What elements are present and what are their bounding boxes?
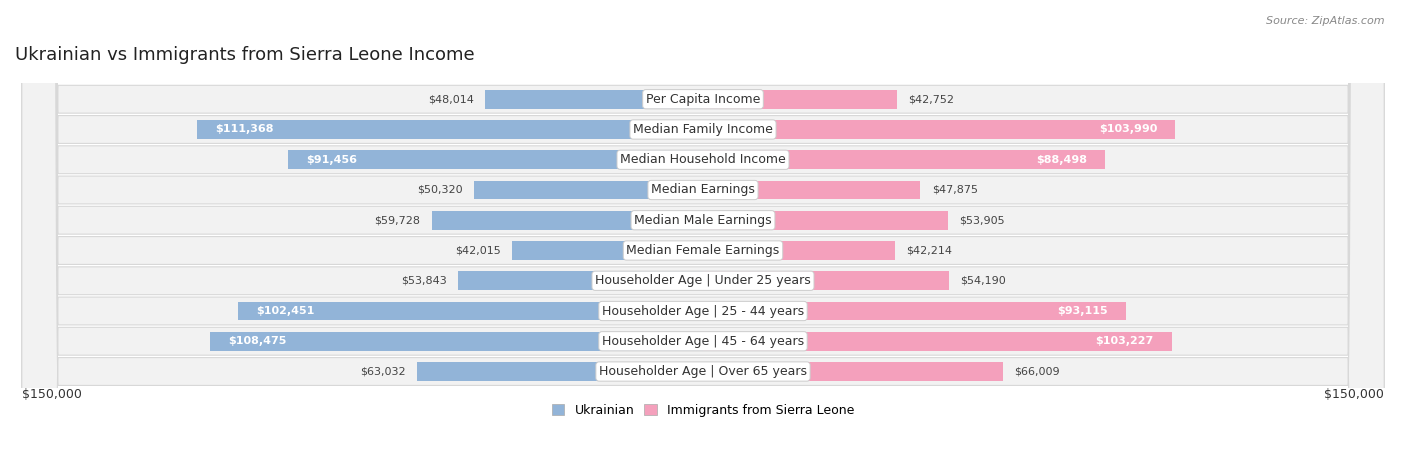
- Text: $103,227: $103,227: [1095, 336, 1153, 346]
- Bar: [703, 211, 948, 230]
- Text: Householder Age | 25 - 44 years: Householder Age | 25 - 44 years: [602, 304, 804, 318]
- Bar: [703, 302, 1126, 320]
- Text: Householder Age | Over 65 years: Householder Age | Over 65 years: [599, 365, 807, 378]
- Text: Median Household Income: Median Household Income: [620, 153, 786, 166]
- Text: $53,843: $53,843: [401, 276, 447, 286]
- FancyBboxPatch shape: [22, 0, 1384, 467]
- Bar: [416, 362, 703, 381]
- Bar: [703, 241, 894, 260]
- Text: $102,451: $102,451: [256, 306, 315, 316]
- Text: $63,032: $63,032: [360, 367, 405, 376]
- FancyBboxPatch shape: [22, 0, 1384, 467]
- Bar: [485, 90, 703, 109]
- Bar: [703, 181, 921, 199]
- Text: Median Female Earnings: Median Female Earnings: [627, 244, 779, 257]
- Bar: [703, 90, 897, 109]
- FancyBboxPatch shape: [22, 0, 1384, 467]
- Bar: [288, 150, 703, 169]
- Bar: [458, 271, 703, 290]
- Text: $42,214: $42,214: [905, 246, 952, 255]
- Bar: [703, 332, 1171, 351]
- Text: $47,875: $47,875: [932, 185, 977, 195]
- Text: Per Capita Income: Per Capita Income: [645, 93, 761, 106]
- Text: $150,000: $150,000: [22, 389, 82, 402]
- Bar: [197, 120, 703, 139]
- Text: $88,498: $88,498: [1036, 155, 1087, 165]
- FancyBboxPatch shape: [22, 0, 1384, 467]
- Bar: [703, 271, 949, 290]
- Text: $42,015: $42,015: [456, 246, 501, 255]
- FancyBboxPatch shape: [22, 0, 1384, 467]
- Bar: [703, 362, 1002, 381]
- Text: Median Family Income: Median Family Income: [633, 123, 773, 136]
- Text: $54,190: $54,190: [960, 276, 1007, 286]
- Text: $103,990: $103,990: [1098, 125, 1157, 134]
- Text: $53,905: $53,905: [959, 215, 1005, 225]
- Legend: Ukrainian, Immigrants from Sierra Leone: Ukrainian, Immigrants from Sierra Leone: [547, 399, 859, 422]
- FancyBboxPatch shape: [22, 0, 1384, 467]
- Text: $59,728: $59,728: [374, 215, 420, 225]
- Bar: [512, 241, 703, 260]
- FancyBboxPatch shape: [22, 0, 1384, 467]
- Text: $42,752: $42,752: [908, 94, 955, 104]
- Bar: [211, 332, 703, 351]
- Text: Ukrainian vs Immigrants from Sierra Leone Income: Ukrainian vs Immigrants from Sierra Leon…: [15, 46, 475, 64]
- FancyBboxPatch shape: [22, 0, 1384, 467]
- Text: Median Earnings: Median Earnings: [651, 184, 755, 197]
- Text: Source: ZipAtlas.com: Source: ZipAtlas.com: [1267, 16, 1385, 26]
- FancyBboxPatch shape: [22, 0, 1384, 467]
- Text: $150,000: $150,000: [1324, 389, 1384, 402]
- Text: Householder Age | 45 - 64 years: Householder Age | 45 - 64 years: [602, 335, 804, 348]
- Bar: [432, 211, 703, 230]
- Bar: [238, 302, 703, 320]
- Text: $50,320: $50,320: [418, 185, 463, 195]
- Text: $66,009: $66,009: [1014, 367, 1060, 376]
- Text: $111,368: $111,368: [215, 125, 274, 134]
- Text: $93,115: $93,115: [1057, 306, 1108, 316]
- Bar: [474, 181, 703, 199]
- Text: $108,475: $108,475: [229, 336, 287, 346]
- Text: $91,456: $91,456: [307, 155, 357, 165]
- Bar: [703, 150, 1105, 169]
- Bar: [703, 120, 1175, 139]
- Text: $48,014: $48,014: [427, 94, 474, 104]
- FancyBboxPatch shape: [22, 0, 1384, 467]
- Text: Median Male Earnings: Median Male Earnings: [634, 214, 772, 227]
- Text: Householder Age | Under 25 years: Householder Age | Under 25 years: [595, 274, 811, 287]
